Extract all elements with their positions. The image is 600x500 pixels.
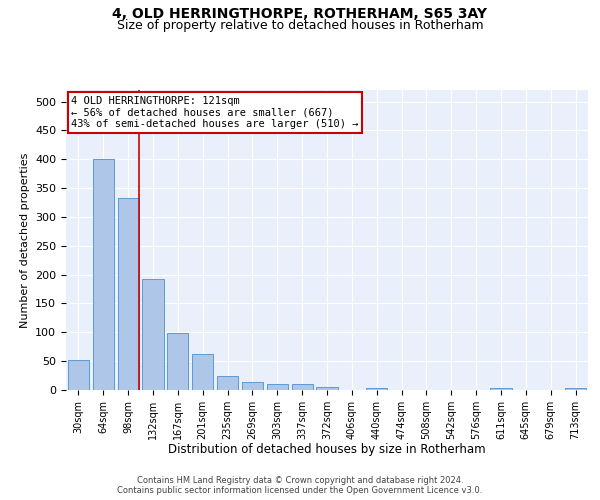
Bar [316,386,338,390]
Bar [118,198,139,390]
Y-axis label: Number of detached properties: Number of detached properties [20,152,29,328]
Bar [490,388,512,390]
Bar [167,333,188,390]
Bar [242,382,263,390]
Text: Distribution of detached houses by size in Rotherham: Distribution of detached houses by size … [168,442,486,456]
Text: 4 OLD HERRINGTHORPE: 121sqm
← 56% of detached houses are smaller (667)
43% of se: 4 OLD HERRINGTHORPE: 121sqm ← 56% of det… [71,96,359,129]
Bar [192,354,213,390]
Text: Contains HM Land Registry data © Crown copyright and database right 2024.
Contai: Contains HM Land Registry data © Crown c… [118,476,482,495]
Text: 4, OLD HERRINGTHORPE, ROTHERHAM, S65 3AY: 4, OLD HERRINGTHORPE, ROTHERHAM, S65 3AY [113,8,487,22]
Bar [565,388,586,390]
Bar [142,279,164,390]
Bar [93,158,114,390]
Bar [217,376,238,390]
Bar [292,384,313,390]
Bar [267,384,288,390]
Bar [366,388,387,390]
Text: Size of property relative to detached houses in Rotherham: Size of property relative to detached ho… [116,18,484,32]
Bar [68,360,89,390]
